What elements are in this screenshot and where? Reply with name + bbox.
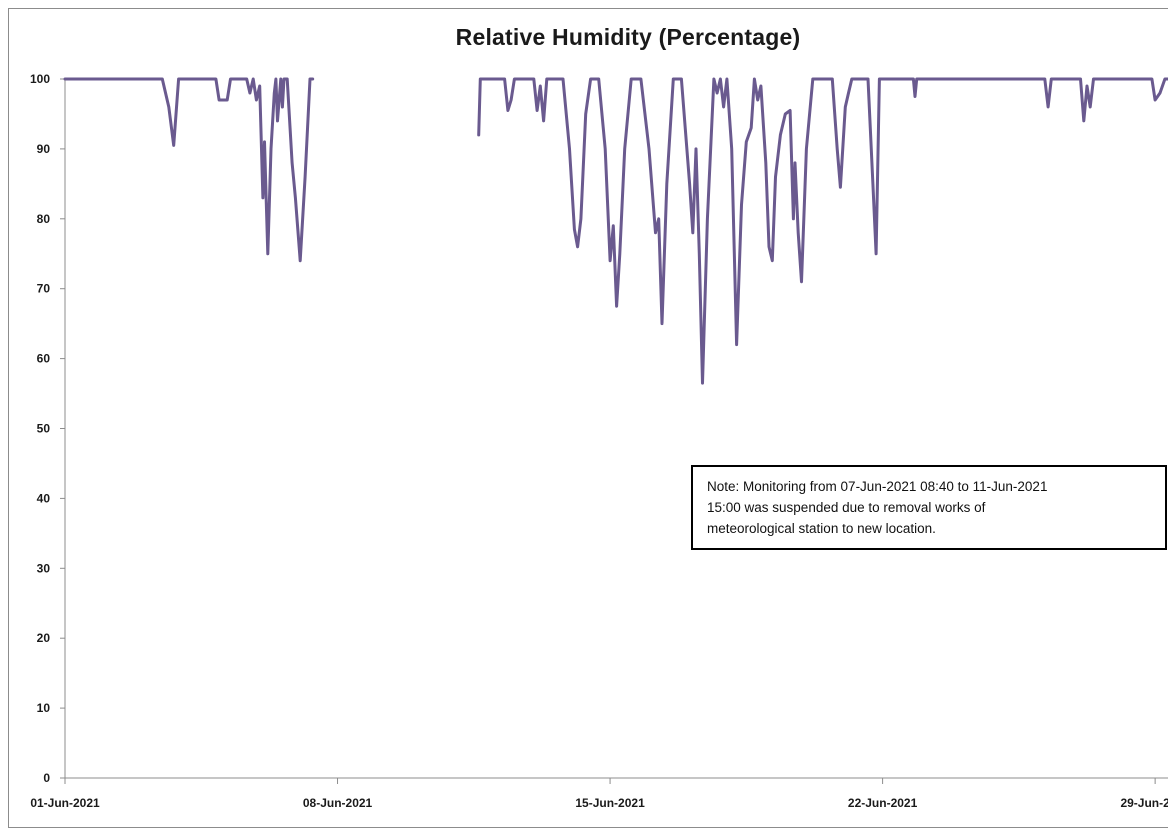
series-line: [63, 77, 315, 263]
note-line-3: meteorological station to new location.: [707, 521, 936, 536]
x-tick-label: 29-Jun-2021: [1120, 796, 1168, 810]
y-tick-label: 10: [37, 701, 51, 715]
note-line-2: 15:00 was suspended due to removal works…: [707, 500, 986, 515]
y-tick-label: 20: [37, 631, 51, 645]
x-tick-label: 08-Jun-2021: [303, 796, 373, 810]
y-tick-label: 70: [37, 282, 51, 296]
series-line: [477, 77, 1168, 385]
y-tick-label: 50: [37, 422, 51, 436]
suspension-note: Note: Monitoring from 07-Jun-2021 08:40 …: [691, 465, 1167, 550]
y-tick-label: 60: [37, 352, 51, 366]
chart-title: Relative Humidity (Percentage): [455, 24, 801, 50]
y-tick-label: 0: [43, 771, 50, 785]
x-tick-label: 01-Jun-2021: [30, 796, 100, 810]
x-tick-label: 15-Jun-2021: [575, 796, 645, 810]
y-tick-label: 40: [37, 491, 51, 505]
x-tick-label: 22-Jun-2021: [848, 796, 918, 810]
note-line-1: Note: Monitoring from 07-Jun-2021 08:40 …: [707, 479, 1048, 494]
axes: [60, 78, 1168, 784]
y-tick-label: 90: [37, 142, 51, 156]
series-lines: [63, 77, 1168, 385]
tick-labels: 0 10 20 30 40 50 60 70 80 90 100 01-Jun-2021 08-Jun-…: [30, 72, 1168, 810]
y-tick-label: 100: [30, 72, 50, 86]
y-tick-label: 80: [37, 212, 51, 226]
y-tick-label: 30: [37, 561, 51, 575]
